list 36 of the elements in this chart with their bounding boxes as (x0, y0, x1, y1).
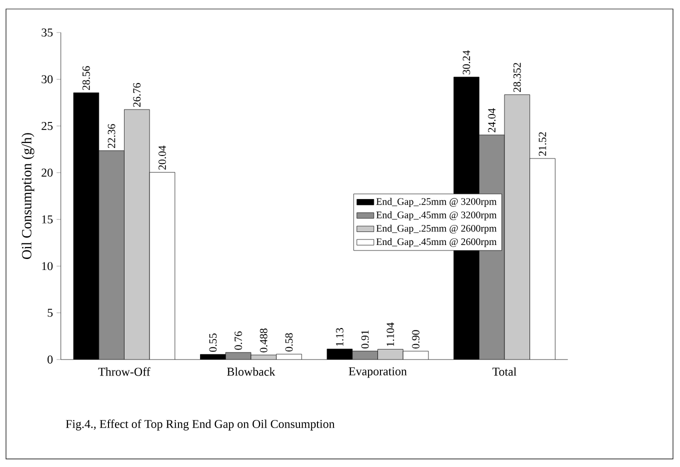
y-tick-label: 35 (42, 28, 53, 37)
data-label: 28.56 (82, 66, 90, 90)
data-label: 22.36 (108, 124, 116, 148)
data-label: 0.58 (285, 333, 293, 352)
x-tick-label: Total (492, 367, 516, 376)
data-label: 21.52 (538, 132, 546, 156)
legend-label: End_Gap_.45mm @ 2600rpm (376, 238, 497, 248)
data-label: 20.04 (158, 146, 166, 170)
legend-label: End_Gap_.25mm @ 2600rpm (376, 224, 497, 234)
data-label: 0.488 (260, 328, 268, 352)
data-label: 0.91 (361, 330, 369, 348)
y-tick-label: 30 (42, 75, 53, 84)
y-tick-label: 15 (42, 215, 53, 224)
caption: Fig.4., Effect of Top Ring End Gap on Oil Consumption (66, 419, 335, 430)
data-label: 24.04 (488, 108, 496, 132)
x-tick-label: Evaporation (348, 367, 407, 378)
x-tick-label: Blowback (227, 367, 276, 376)
data-label: 28.352 (513, 62, 521, 92)
x-tick-label: Throw-Off (98, 367, 150, 376)
bar (504, 94, 530, 360)
data-label: 0.76 (234, 331, 242, 350)
legend-label: End_Gap_.45mm @ 3200rpm (376, 211, 497, 220)
y-tick-label: 10 (42, 262, 53, 270)
y-tick-label: 20 (42, 168, 53, 177)
data-label: 0.55 (209, 333, 217, 352)
data-label: 1.13 (336, 328, 344, 346)
y-axis-title: Oil Consumption (g/h) (22, 133, 34, 260)
data-label: 0.90 (412, 330, 420, 349)
data-label: 1.104 (386, 322, 394, 346)
bar (124, 110, 150, 360)
y-tick-label: 0 (48, 356, 53, 364)
data-label: 26.76 (133, 83, 141, 107)
legend-label: End_Gap_.25mm @ 3200rpm (376, 198, 497, 207)
y-tick-label: 5 (48, 308, 53, 317)
data-label: 30.24 (462, 50, 470, 74)
y-tick-label: 25 (42, 122, 53, 130)
